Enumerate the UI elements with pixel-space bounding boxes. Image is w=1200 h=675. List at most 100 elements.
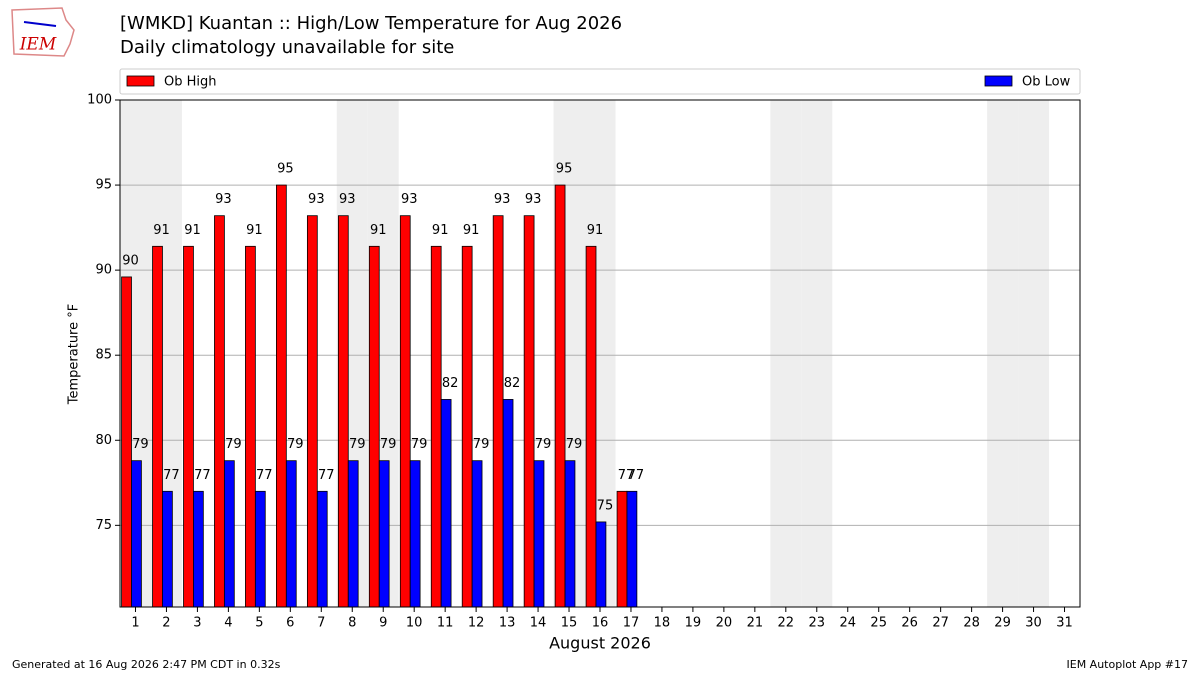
x-tick-label: 14 (530, 616, 547, 631)
x-tick-label: 6 (286, 616, 294, 631)
data-label: 91 (587, 223, 604, 238)
bar (347, 460, 359, 608)
y-tick-label: 80 (95, 433, 112, 448)
x-tick-label: 27 (932, 616, 949, 631)
data-label: 79 (225, 437, 242, 452)
bar (378, 460, 390, 608)
x-tick-label: 4 (224, 616, 232, 631)
data-label: 77 (194, 468, 211, 483)
data-label: 79 (411, 437, 428, 452)
bar (595, 521, 607, 608)
data-label: 79 (566, 437, 583, 452)
x-tick-label: 19 (685, 616, 702, 631)
logo: IEM (11, 7, 75, 57)
data-label: 79 (287, 437, 304, 452)
x-tick-label: 22 (778, 616, 795, 631)
y-tick-label: 90 (95, 263, 112, 278)
x-tick-label: 25 (870, 616, 887, 631)
bar (254, 490, 266, 608)
legend-label: Ob Low (1022, 75, 1071, 90)
x-tick-label: 17 (623, 616, 640, 631)
bar (245, 245, 256, 608)
data-label: 79 (535, 437, 552, 452)
x-tick-label: 10 (406, 616, 423, 631)
data-label: 82 (504, 376, 521, 391)
bar (276, 184, 287, 608)
bar (337, 215, 349, 608)
x-tick-label: 23 (809, 616, 826, 631)
bar (162, 490, 173, 608)
y-tick-label: 95 (95, 178, 112, 193)
weekend-shade (1018, 100, 1050, 607)
x-tick-label: 15 (561, 616, 578, 631)
weekend-shade (770, 100, 802, 607)
x-tick-label: 13 (499, 616, 516, 631)
data-label: 93 (339, 192, 356, 207)
data-label: 91 (370, 223, 387, 238)
x-tick-label: 21 (747, 616, 764, 631)
bar (502, 399, 514, 608)
weekend-shade (987, 100, 1019, 607)
x-tick-label: 7 (317, 616, 325, 631)
bar (399, 215, 411, 608)
bar (285, 460, 297, 608)
x-tick-label: 1 (131, 616, 139, 631)
bar (306, 215, 318, 608)
data-label: 91 (153, 223, 170, 238)
data-label: 93 (401, 192, 418, 207)
data-label: 91 (246, 223, 263, 238)
data-label: 77 (318, 468, 335, 483)
x-tick-label: 20 (716, 616, 733, 631)
bar (461, 245, 473, 608)
x-tick-label: 2 (162, 616, 170, 631)
x-axis-label: August 2026 (549, 634, 651, 653)
bar (471, 460, 483, 608)
data-label: 91 (432, 223, 449, 238)
data-label: 79 (349, 437, 366, 452)
bar (585, 245, 597, 608)
bar (121, 276, 132, 608)
legend-swatch (984, 75, 1013, 87)
bar (523, 215, 535, 608)
data-label: 79 (473, 437, 490, 452)
x-tick-label: 5 (255, 616, 263, 631)
chart-subtitle: Daily climatology unavailable for site (120, 37, 454, 58)
x-tick-label: 16 (592, 616, 609, 631)
x-tick-label: 30 (1025, 616, 1042, 631)
plot-frame (119, 99, 1081, 608)
data-label: 93 (215, 192, 232, 207)
x-tick-label: 11 (437, 616, 454, 631)
data-label: 77 (256, 468, 273, 483)
bar (616, 490, 628, 608)
data-label: 91 (184, 223, 201, 238)
legend (119, 68, 1081, 95)
legend-label: Ob High (164, 75, 217, 90)
bar (316, 490, 328, 608)
data-label: 82 (442, 376, 459, 391)
bar (554, 184, 566, 608)
bar (131, 460, 142, 608)
weekend-shade (801, 100, 833, 607)
y-tick-label: 85 (95, 348, 112, 363)
bar (409, 460, 421, 608)
bar (183, 245, 194, 608)
data-label: 93 (308, 192, 325, 207)
bar (440, 399, 452, 608)
chart-title: [WMKD] Kuantan :: High/Low Temperature f… (120, 13, 622, 34)
data-label: 95 (556, 162, 573, 177)
data-label: 90 (122, 253, 139, 268)
footer-left: Generated at 16 Aug 2026 2:47 PM CDT in … (12, 658, 281, 671)
data-label: 77 (628, 468, 645, 483)
x-tick-label: 24 (839, 616, 856, 631)
bar (430, 245, 442, 608)
bar (533, 460, 545, 608)
x-tick-label: 3 (193, 616, 201, 631)
logo-icon (23, 21, 57, 27)
x-tick-label: 26 (901, 616, 918, 631)
data-label: 79 (132, 437, 149, 452)
data-label: 79 (380, 437, 397, 452)
data-label: 93 (525, 192, 542, 207)
x-tick-label: 29 (994, 616, 1011, 631)
y-axis-label: Temperature °F (67, 304, 82, 405)
